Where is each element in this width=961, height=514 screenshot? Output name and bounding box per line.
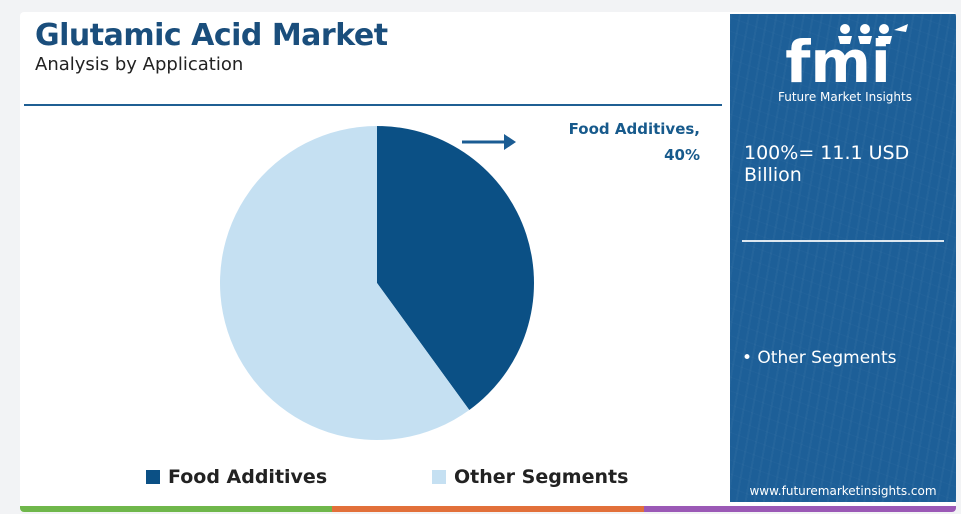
website-link[interactable]: www.futuremarketinsights.com: [749, 484, 937, 498]
logo-figures-icon: [838, 24, 908, 44]
title-divider: [24, 104, 722, 106]
accent-segment-purple: [644, 506, 956, 512]
pie-chart: [220, 126, 535, 440]
pie-slices: [220, 126, 535, 440]
logo-caption: Future Market Insights: [778, 90, 912, 104]
bottom-accent-bar: [20, 506, 956, 512]
chart-card: Glutamic Acid Market Analysis by Applica…: [20, 12, 956, 512]
callout-arrow: [462, 134, 516, 150]
chart-subtitle: Analysis by Application: [35, 54, 244, 75]
callout-label: Food Additives,: [568, 120, 700, 138]
legend-label-other-segments: Other Segments: [454, 466, 629, 488]
pie-slice-other-segments: [220, 126, 470, 440]
food-additives-callout: Food Additives, 40%: [540, 116, 700, 168]
legend-swatch-other-segments: [432, 470, 446, 484]
legend-swatch-food-additives: [146, 470, 160, 484]
legend-item-other-segments: Other Segments: [432, 466, 628, 488]
legend-item-food-additives: Food Additives: [146, 466, 327, 488]
accent-segment-green: [20, 506, 332, 512]
logo-text: fmi: [785, 28, 891, 96]
chart-title: Glutamic Acid Market: [35, 18, 388, 53]
accent-segment-orange: [332, 506, 644, 512]
panel-item-other-segments: • Other Segments: [742, 348, 897, 368]
fmi-logo: fmi Future Market Insights: [778, 24, 912, 104]
legend-label-food-additives: Food Additives: [168, 466, 328, 488]
panel-divider: [742, 240, 944, 242]
callout-value: 40%: [664, 146, 700, 164]
info-panel: fmi Future Market Insights 100%= 11.1 US…: [730, 14, 956, 502]
pie-slice-food-additives: [377, 126, 535, 411]
market-total: 100%= 11.1 USD Billion: [744, 142, 910, 186]
